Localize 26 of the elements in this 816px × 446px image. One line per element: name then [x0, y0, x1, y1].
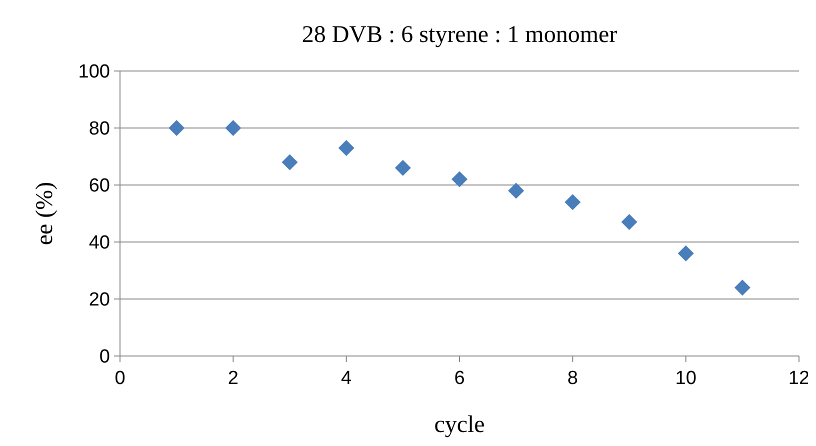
x-tick-label: 0 — [114, 368, 126, 389]
y-tick-label: 20 — [88, 290, 110, 311]
x-tick-label: 6 — [454, 368, 465, 389]
y-tick-label: 0 — [99, 346, 110, 368]
chart-title: 28 DVB : 6 styrene : 1 monomer — [302, 22, 618, 48]
y-axis-title: ee (%) — [32, 182, 58, 246]
y-tick-label: 40 — [88, 232, 110, 254]
point — [452, 171, 468, 188]
point — [225, 120, 242, 136]
x-tick-label: 2 — [228, 368, 238, 389]
point — [168, 120, 185, 136]
x-tick-label: 8 — [567, 368, 578, 389]
x-axis-title: cycle — [434, 412, 485, 438]
point — [282, 154, 298, 170]
y-tick-label: 60 — [88, 176, 110, 197]
point — [338, 140, 354, 156]
point — [394, 160, 411, 176]
point — [564, 194, 581, 210]
y-tick-label: 80 — [88, 118, 110, 140]
x-tick-label: 10 — [675, 368, 696, 389]
point — [678, 245, 694, 262]
x-tick-label: 4 — [341, 368, 352, 389]
point — [734, 280, 750, 296]
point — [508, 182, 524, 199]
point — [621, 214, 638, 230]
y-tick-label: 100 — [78, 62, 110, 83]
